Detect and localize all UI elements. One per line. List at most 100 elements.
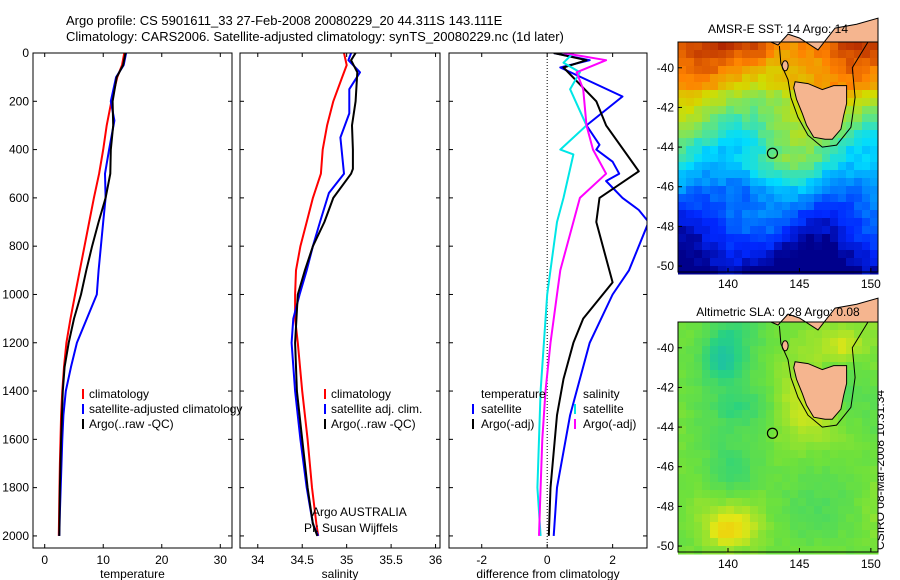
sla_map-cell bbox=[782, 482, 791, 491]
sla_map-cell bbox=[734, 402, 743, 411]
sla_map-cell bbox=[758, 370, 767, 379]
sla_map-cell bbox=[766, 514, 775, 523]
sla_map-cell bbox=[766, 394, 775, 403]
sla_map-cell bbox=[854, 378, 863, 387]
sla_map-cell bbox=[678, 362, 687, 371]
sla_map-cell bbox=[838, 482, 847, 491]
sla_map-cell bbox=[814, 466, 823, 475]
sst_map-cell bbox=[862, 226, 871, 235]
sla_map-cell bbox=[830, 322, 839, 331]
sst_map-cell bbox=[678, 170, 687, 179]
sst_map-cell bbox=[806, 218, 815, 227]
sla_map-cell bbox=[814, 482, 823, 491]
sla_map-cell bbox=[702, 530, 711, 539]
sla_map-cell bbox=[854, 354, 863, 363]
sst_map-cell bbox=[678, 226, 687, 235]
sla_map-cell bbox=[718, 378, 727, 387]
sla_map-cell bbox=[798, 546, 807, 555]
sst_map-cell bbox=[686, 250, 695, 259]
sla_map-cell bbox=[686, 530, 695, 539]
sst_map-cell bbox=[734, 82, 743, 91]
sst_map-cell bbox=[782, 98, 791, 107]
sst_map-cell bbox=[734, 186, 743, 195]
sla_map-cell bbox=[806, 538, 815, 547]
sst_map-cell bbox=[822, 50, 831, 59]
sla_map-cell bbox=[758, 378, 767, 387]
sla_map-cell bbox=[782, 546, 791, 555]
sla_map-cell bbox=[766, 386, 775, 395]
sla_map-cell bbox=[694, 482, 703, 491]
sst_map-cell bbox=[758, 106, 767, 115]
sst_map-cell bbox=[726, 234, 735, 243]
sst_map-cell bbox=[846, 242, 855, 251]
sst_map-cell bbox=[862, 170, 871, 179]
sla_map-cell bbox=[766, 410, 775, 419]
sst_map-cell bbox=[854, 170, 863, 179]
sst_map-cell bbox=[782, 74, 791, 83]
sla_map-cell bbox=[870, 410, 879, 419]
sla_map-cell bbox=[758, 394, 767, 403]
sla_map-cell bbox=[862, 514, 871, 523]
sst_map-cell bbox=[734, 98, 743, 107]
sst_map-cell bbox=[686, 122, 695, 131]
sst_map-cell bbox=[750, 194, 759, 203]
sla_map-cell bbox=[846, 474, 855, 483]
sla_map-cell bbox=[782, 514, 791, 523]
sla_map-cell bbox=[846, 450, 855, 459]
sst_map-cell bbox=[766, 138, 775, 147]
sla_map-cell bbox=[686, 378, 695, 387]
sla_map-cell bbox=[734, 530, 743, 539]
sla_map-cell bbox=[734, 410, 743, 419]
sst_map-cell bbox=[694, 170, 703, 179]
sla_map-cell bbox=[838, 346, 847, 355]
sla_map-cell bbox=[774, 362, 783, 371]
difference-series-0 bbox=[552, 53, 647, 536]
sst_map-cell bbox=[678, 250, 687, 259]
sla_map-cell bbox=[806, 458, 815, 467]
sla_map-cell bbox=[750, 442, 759, 451]
sst_map-cell bbox=[862, 234, 871, 243]
temperature-x-tick-label: 10 bbox=[97, 553, 111, 567]
sst_map-cell bbox=[838, 170, 847, 179]
figure-title-line1: Argo profile: CS 5901611_33 27-Feb-2008 … bbox=[66, 13, 503, 28]
sst_map-cell bbox=[694, 194, 703, 203]
sst_map-cell bbox=[702, 122, 711, 131]
sst_map-cell bbox=[726, 194, 735, 203]
sla_map-cell bbox=[686, 354, 695, 363]
sst_map-cell bbox=[862, 82, 871, 91]
sla_map-cell bbox=[678, 338, 687, 347]
sst_map-cell bbox=[742, 162, 751, 171]
sst_map-cell bbox=[838, 258, 847, 267]
sst_map-cell bbox=[758, 50, 767, 59]
sst_map-cell bbox=[734, 58, 743, 67]
sla_map-cell bbox=[782, 378, 791, 387]
sst_map-cell bbox=[686, 242, 695, 251]
sla_map-cell bbox=[718, 362, 727, 371]
sla_map-cell bbox=[790, 546, 799, 555]
sst_map-cell bbox=[686, 58, 695, 67]
sla_map-cell bbox=[702, 322, 711, 331]
sst_map-cell bbox=[806, 74, 815, 83]
sst_map-cell bbox=[806, 202, 815, 211]
sla_map-cell bbox=[790, 418, 799, 427]
sla_map-cell bbox=[854, 370, 863, 379]
sla_map-cell bbox=[806, 474, 815, 483]
salinity-x-axis-label: salinity bbox=[322, 567, 359, 580]
sla_map-cell bbox=[862, 346, 871, 355]
sst_map-cell bbox=[742, 122, 751, 131]
sst_map-cell bbox=[846, 210, 855, 219]
sla_map-cell bbox=[822, 322, 831, 331]
sst_map-cell bbox=[702, 130, 711, 139]
sst_map-cell bbox=[734, 234, 743, 243]
sla_map-cell bbox=[830, 522, 839, 531]
sst_map-cell bbox=[678, 154, 687, 163]
sst_map-cell bbox=[766, 82, 775, 91]
sst_map-cell bbox=[766, 90, 775, 99]
sst_map-cell bbox=[750, 114, 759, 123]
sst_map-cell bbox=[830, 138, 839, 147]
sla_map-cell bbox=[734, 346, 743, 355]
sst_map-cell bbox=[790, 114, 799, 123]
sla_map-cell bbox=[806, 498, 815, 507]
sla_map-cell bbox=[790, 522, 799, 531]
sst_map-cell bbox=[718, 178, 727, 187]
